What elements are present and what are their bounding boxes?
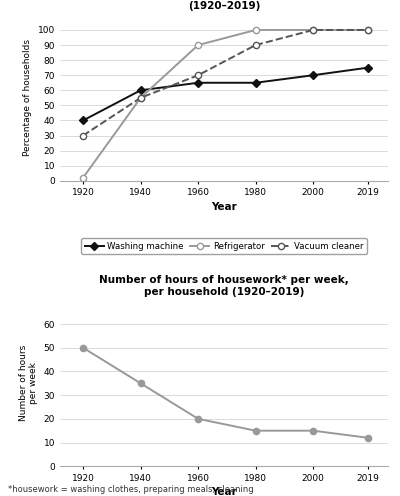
Legend: Washing machine, Refrigerator, Vacuum cleaner: Washing machine, Refrigerator, Vacuum cl…	[81, 238, 367, 254]
Y-axis label: Percentage of households: Percentage of households	[23, 39, 32, 156]
Title: Number of hours of housework* per week,
per household (1920–2019): Number of hours of housework* per week, …	[99, 275, 349, 297]
Y-axis label: Number of hours
per week: Number of hours per week	[19, 345, 38, 422]
Title: Percentage of households with electrical appliances
(1920–2019): Percentage of households with electrical…	[70, 0, 378, 11]
X-axis label: Year: Year	[211, 202, 237, 212]
Text: *housework = washing clothes, preparing meals, cleaning: *housework = washing clothes, preparing …	[8, 485, 254, 494]
X-axis label: Year: Year	[211, 487, 237, 496]
